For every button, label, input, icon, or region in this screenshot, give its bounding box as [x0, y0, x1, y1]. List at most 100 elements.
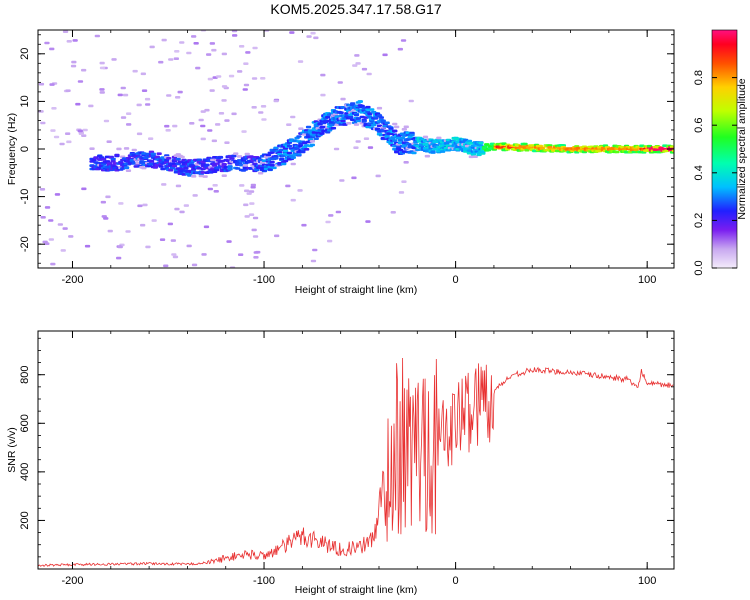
spectrogram-cell	[207, 129, 213, 132]
spectrogram-cell	[409, 133, 415, 137]
spectrogram-cell	[209, 89, 215, 92]
spectrogram-cell	[392, 139, 398, 142]
spectrogram-ytick-label: -10	[19, 189, 31, 205]
spectrogram-cell	[145, 103, 151, 106]
spectrogram-cell	[221, 163, 227, 166]
spectrogram-cell	[409, 131, 415, 135]
spectrogram-cell	[403, 161, 409, 164]
spectrogram-cell	[378, 116, 384, 119]
spectrogram-cell	[167, 222, 173, 226]
spectrogram-cell	[273, 157, 279, 160]
spectrogram-cell	[81, 134, 87, 137]
spectrogram-cell	[103, 119, 110, 123]
spectrogram-cell	[191, 175, 197, 178]
spectrogram-cell	[251, 228, 257, 232]
spectrogram-cell	[175, 184, 182, 188]
snr-xlabel: Height of straight line (km)	[295, 584, 418, 596]
spectrogram-cell	[161, 38, 167, 42]
spectrogram-cell	[177, 90, 183, 94]
spectrogram-cell	[175, 96, 181, 99]
spectrogram-cell	[151, 219, 157, 222]
spectrogram-cell	[152, 166, 158, 169]
spectrogram-cell	[207, 187, 213, 191]
spectrogram-cell	[173, 57, 179, 60]
spectrogram-cell	[206, 53, 212, 56]
spectrogram-cell	[361, 120, 367, 123]
spectrogram-cell	[120, 86, 126, 90]
spectrogram-cell	[48, 219, 54, 222]
spectrogram-cell	[110, 157, 116, 161]
spectrogram-cell	[226, 240, 232, 243]
spectrogram-cell	[53, 135, 60, 139]
spectrogram-cell	[224, 119, 230, 122]
spectrogram-cell	[392, 129, 398, 133]
spectrogram-cell	[265, 153, 271, 157]
spectrogram-cell	[332, 113, 338, 116]
spectrogram-cell	[221, 85, 228, 88]
spectrogram-cell	[227, 166, 233, 170]
spectrogram-cell	[397, 139, 404, 142]
spectrogram-cell	[242, 164, 248, 167]
spectrogram-cell	[325, 220, 331, 224]
colorbar-tick-label: 0.4	[693, 165, 705, 180]
spectrogram-cell	[209, 42, 215, 45]
snr-series-line	[38, 357, 674, 568]
snr-ytick-label: 400	[19, 463, 31, 481]
spectrogram-cell	[354, 54, 360, 57]
spectrogram-cell	[123, 147, 130, 150]
spectrogram-cell	[117, 245, 123, 249]
spectrogram-cell	[355, 140, 361, 143]
spectrogram-cell	[403, 125, 409, 129]
spectrogram-cell	[150, 152, 156, 156]
spectrogram-cell	[338, 111, 344, 114]
spectrogram-cell	[236, 155, 243, 158]
spectrogram-xtick-label: 0	[453, 274, 459, 286]
spectrogram-cell	[126, 123, 132, 126]
spectrogram-cell	[669, 145, 674, 149]
snr-ytick-label: 200	[19, 511, 31, 529]
spectrogram-cell	[392, 122, 398, 126]
spectrogram-cell	[72, 39, 78, 42]
spectrogram-cell	[89, 147, 95, 150]
spectrogram-cell	[231, 30, 238, 33]
spectrogram-cell	[390, 211, 396, 214]
spectrogram-cell	[376, 114, 383, 117]
spectrogram-cell	[38, 82, 45, 86]
spectrogram-cell	[267, 168, 273, 171]
spectrogram-cell	[183, 166, 189, 169]
spectrogram-cell	[478, 141, 484, 145]
spectrogram-cell	[229, 157, 235, 160]
spectrogram-cell	[290, 198, 296, 202]
spectrogram-cell	[298, 127, 304, 130]
spectrogram-cell	[159, 238, 166, 241]
spectrogram-cell	[296, 135, 302, 138]
spectrogram-cell	[82, 128, 88, 132]
spectrogram-cell	[186, 244, 192, 248]
spectrogram-cell	[401, 128, 407, 131]
spectrogram-cell	[325, 130, 331, 134]
spectrogram-cell	[148, 137, 154, 140]
spectrogram-cell	[198, 118, 204, 122]
spectrogram-cell	[202, 175, 208, 178]
spectrogram-cell	[217, 156, 224, 159]
spectrogram-cell	[335, 210, 341, 214]
spectrogram-cell	[207, 77, 213, 81]
spectrogram-cell	[57, 223, 63, 226]
spectrogram-cell	[252, 162, 258, 166]
spectrogram-cell	[221, 52, 227, 56]
spectrogram-cell	[352, 64, 358, 67]
spectrogram-cell	[243, 83, 250, 87]
colorbar-label: Normalized spectral amplitude	[736, 78, 748, 219]
spectrogram-cell	[239, 184, 245, 187]
spectrogram-cell	[40, 216, 46, 219]
spectrogram-xtick-label: -100	[253, 274, 275, 286]
spectrogram-cell	[258, 171, 264, 175]
spectrogram-cell	[38, 110, 44, 113]
spectrogram-cell	[120, 116, 127, 119]
spectrogram-cell	[430, 150, 436, 153]
spectrogram-cell	[213, 190, 219, 193]
spectrogram-cell	[633, 148, 639, 152]
spectrogram-cell	[191, 35, 197, 38]
spectrogram-cell	[50, 262, 56, 266]
